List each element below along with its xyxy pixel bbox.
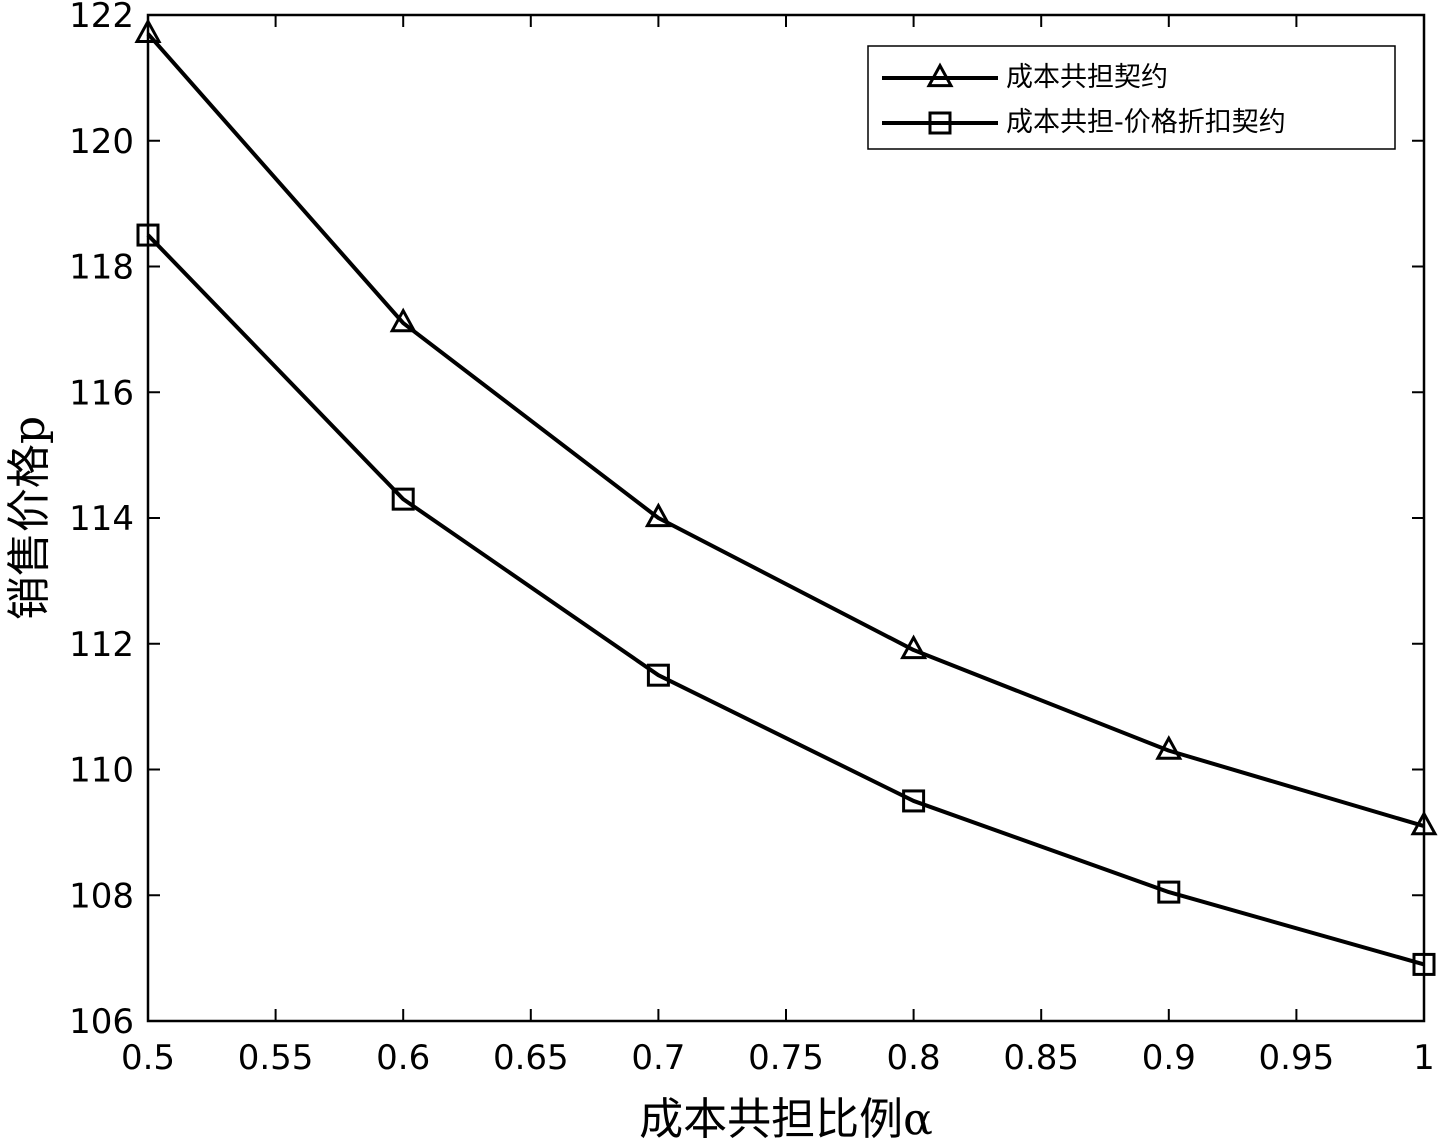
data-point-square <box>1412 952 1436 976</box>
series-layer <box>134 18 1438 976</box>
plot-frame <box>146 13 1426 1023</box>
y-tick-label: 106 <box>69 1002 134 1042</box>
x-tick-label: 0.55 <box>238 1038 314 1078</box>
legend: 成本共担契约 成本共担-价格折扣契约 <box>867 45 1396 150</box>
y-tick-label: 110 <box>69 751 134 791</box>
legend-items <box>882 62 998 135</box>
y-tick-label: 116 <box>69 373 134 413</box>
x-tick-label: 0.65 <box>493 1038 569 1078</box>
x-tick-label: 0.8 <box>887 1038 941 1078</box>
data-point-square <box>646 663 670 687</box>
x-tick-label: 0.85 <box>1003 1038 1079 1078</box>
legend-label-series-1: 成本共担契约 <box>1006 62 1168 93</box>
series-line <box>146 32 1425 829</box>
x-tick-label: 1 <box>1413 1038 1435 1078</box>
legend-marker-triangle <box>926 62 954 88</box>
data-point-square <box>136 223 160 247</box>
x-tick-label: 0.95 <box>1259 1038 1335 1078</box>
data-point-triangle <box>1155 735 1183 760</box>
x-tick-label: 0.5 <box>121 1038 175 1078</box>
legend-label-series-2: 成本共担-价格折扣契约 <box>1006 107 1286 138</box>
x-tick-label: 0.6 <box>376 1038 430 1078</box>
data-point-square <box>902 789 926 813</box>
y-tick-label: 108 <box>69 876 134 916</box>
axis-ticks: 0.5 0.55 0.6 0.65 0.7 0.75 0.8 0.85 0.9 0.95 1 106 1… <box>69 0 1435 1078</box>
series-1 <box>134 18 1438 836</box>
legend-marker-square <box>928 111 952 135</box>
data-point-triangle <box>644 502 672 528</box>
y-tick-label: 114 <box>69 499 134 539</box>
y-tick-label: 118 <box>69 248 134 288</box>
y-axis-title: 销售价格p <box>4 416 55 620</box>
data-point-square <box>391 487 415 511</box>
data-point-square <box>1157 880 1181 904</box>
data-point-triangle <box>389 307 417 333</box>
y-tick-label: 120 <box>69 122 134 162</box>
x-tick-label: 0.7 <box>631 1038 685 1078</box>
legend-box <box>867 45 1396 150</box>
y-tick-label: 122 <box>69 0 134 36</box>
x-axis-title: 成本共担比例α <box>639 1094 933 1143</box>
data-point-triangle <box>1410 810 1438 836</box>
data-point-triangle <box>900 634 928 660</box>
x-tick-label: 0.9 <box>1142 1038 1196 1078</box>
data-point-triangle <box>134 18 162 43</box>
y-tick-label: 112 <box>69 625 134 665</box>
x-tick-label: 0.75 <box>748 1038 824 1078</box>
series-2 <box>136 223 1436 976</box>
series-line <box>146 233 1425 967</box>
